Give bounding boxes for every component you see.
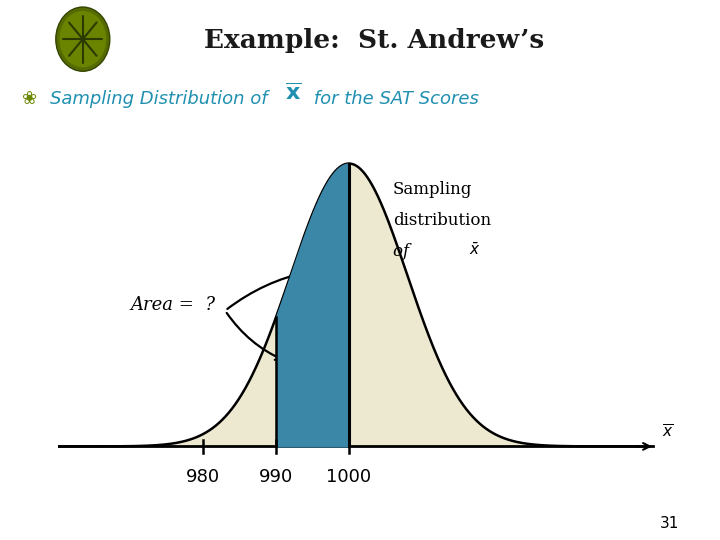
Ellipse shape <box>59 11 107 68</box>
Text: 1000: 1000 <box>326 468 372 485</box>
Text: Area =  ?: Area = ? <box>130 296 215 314</box>
Text: 990: 990 <box>259 468 293 485</box>
Text: Example:  St. Andrew’s: Example: St. Andrew’s <box>204 28 544 53</box>
Text: ❀: ❀ <box>22 90 37 107</box>
Text: Sampling Distribution of: Sampling Distribution of <box>50 90 274 107</box>
Text: Sampling: Sampling <box>392 180 472 198</box>
Text: 31: 31 <box>660 516 679 531</box>
Text: distribution: distribution <box>392 212 491 228</box>
Text: for the SAT Scores: for the SAT Scores <box>308 90 479 107</box>
Text: 980: 980 <box>186 468 220 485</box>
Text: $\overline{x}$: $\overline{x}$ <box>662 424 674 441</box>
Text: $\mathbf{\overline{x}}$: $\mathbf{\overline{x}}$ <box>285 83 302 104</box>
Ellipse shape <box>56 7 110 71</box>
Text: $\bar{x}$: $\bar{x}$ <box>469 242 481 258</box>
Text: of: of <box>392 242 419 260</box>
